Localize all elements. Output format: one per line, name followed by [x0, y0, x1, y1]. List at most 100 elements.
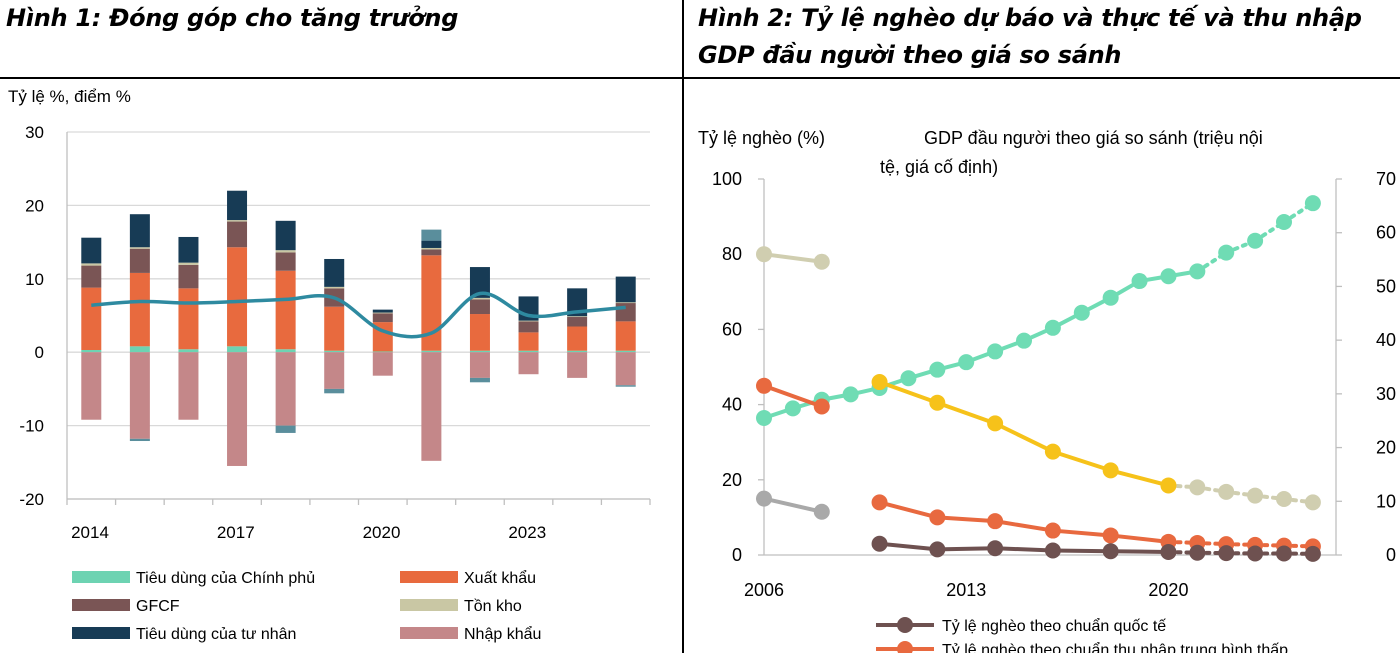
bar-segment — [567, 350, 588, 353]
fig2-left-axis-label: Tỷ lệ nghèo (%) — [698, 128, 825, 148]
bar-segment — [178, 236, 199, 263]
gdp-growth-line — [91, 291, 626, 339]
series-marker — [929, 509, 946, 526]
series-marker — [987, 343, 1004, 360]
bar-segment — [129, 272, 150, 347]
legend-label: Xuất khẩu — [464, 569, 536, 587]
series-marker — [1044, 319, 1061, 336]
bar-segment — [275, 220, 296, 251]
series-marker — [1016, 332, 1032, 349]
bar-segment — [421, 247, 442, 250]
legend-swatch — [72, 627, 130, 639]
series-segment — [1110, 533, 1169, 544]
x-tick-label: 2014 — [71, 523, 109, 542]
series-marker — [958, 354, 975, 371]
bar-segment — [275, 352, 296, 426]
bar-segment — [227, 352, 248, 466]
series-segment — [1110, 468, 1169, 488]
series-segment — [1052, 528, 1111, 538]
bar-segment — [129, 248, 150, 273]
y-left-tick-label: 20 — [722, 470, 742, 490]
series-marker — [1304, 195, 1321, 212]
series-marker — [929, 541, 946, 558]
bar-segment — [227, 220, 248, 222]
series-marker — [813, 398, 830, 415]
series-marker — [813, 253, 830, 270]
series-marker — [1276, 490, 1292, 507]
x-tick-label: 2013 — [946, 580, 986, 600]
series-marker — [871, 374, 888, 391]
series-marker — [1276, 213, 1292, 230]
bar-segment — [518, 332, 539, 351]
bar-segment — [421, 352, 442, 461]
series-marker — [1073, 304, 1090, 321]
series-marker — [1218, 483, 1235, 500]
series-marker — [1247, 487, 1264, 504]
series-segment — [1052, 449, 1112, 473]
legend-marker — [897, 617, 913, 633]
bar-segment — [227, 247, 248, 347]
series-marker — [1044, 522, 1061, 539]
figure-2-title-line1: Hình 2: Tỷ lệ nghèo dự báo và thực tế và… — [698, 4, 1362, 32]
bar-segment — [372, 309, 393, 313]
bar-segment — [421, 240, 442, 248]
y-left-tick-label: 0 — [732, 545, 742, 565]
bar-segment — [567, 288, 588, 317]
y-right-tick-label: 0 — [1386, 545, 1396, 565]
fig2-right-axis-label-line1: GDP đầu người theo giá so sánh (triệu nộ… — [924, 128, 1263, 148]
series-marker — [1304, 494, 1321, 511]
series-segment — [1052, 548, 1111, 554]
legend-label: Nhập khẩu — [464, 625, 541, 643]
series-marker — [1102, 289, 1119, 306]
legend-label: Tồn kho — [464, 598, 522, 615]
series-marker — [1102, 527, 1119, 544]
bar-segment — [324, 350, 345, 353]
bar-segment — [372, 313, 393, 323]
bar-segment — [615, 303, 636, 322]
bar-segment — [518, 350, 539, 353]
y-right-tick-label: 40 — [1376, 330, 1396, 350]
x-tick-label: 2023 — [508, 523, 546, 542]
series-segment — [1110, 549, 1169, 554]
figure-1-chart: Tỷ lệ %, điểm % 30 20 10 0 -10 -20 2014 2017 20… — [8, 87, 651, 643]
bar-segment — [129, 247, 150, 249]
bar-segment — [324, 352, 345, 389]
series-marker — [900, 370, 917, 387]
legend-marker — [897, 641, 913, 653]
bar-segment — [81, 352, 102, 420]
bar-segment — [469, 377, 490, 383]
series-marker — [1189, 479, 1206, 496]
y-right-tick-label: 60 — [1376, 223, 1396, 243]
bar-segment — [81, 349, 102, 353]
legend-swatch — [400, 627, 458, 639]
legend-swatch — [72, 571, 130, 583]
series-marker — [756, 246, 772, 263]
bar-segment — [324, 258, 345, 287]
bar-segment — [469, 352, 490, 378]
series-segment — [937, 515, 996, 524]
legend-label: Tỷ lệ nghèo theo chuẩn thu nhập trung bì… — [942, 641, 1288, 653]
series-marker — [987, 540, 1004, 557]
legend-label: GFCF — [136, 598, 180, 615]
series-marker — [756, 377, 772, 394]
bar-segment — [178, 349, 199, 353]
bar-segment — [372, 351, 393, 353]
bar-segment — [129, 438, 150, 442]
bar-segment — [518, 321, 539, 333]
bar-segment — [372, 312, 393, 314]
series-marker — [1247, 232, 1264, 249]
legend-swatch — [400, 571, 458, 583]
x-tick-label: 2017 — [217, 523, 255, 542]
series-segment — [879, 541, 938, 552]
bar-segment — [178, 264, 199, 289]
series-marker — [784, 400, 801, 417]
series-marker — [1131, 273, 1148, 290]
bar-segment — [421, 255, 442, 351]
x-tick-label: 2020 — [363, 523, 401, 542]
bar-segment — [421, 229, 442, 241]
y-tick-label: -20 — [19, 490, 44, 509]
series-marker — [1276, 545, 1292, 562]
series-marker — [1102, 462, 1119, 479]
series-marker — [871, 494, 888, 511]
bar-segment — [615, 350, 636, 353]
